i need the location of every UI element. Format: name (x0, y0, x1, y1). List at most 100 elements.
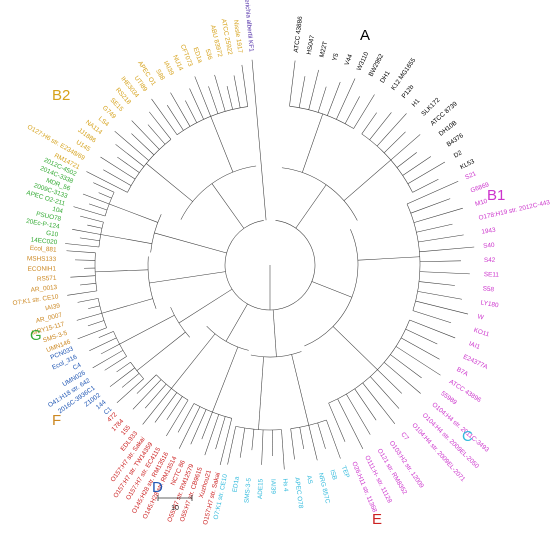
leaf-branch-c-5 (281, 429, 285, 470)
clade-g-base-arc (150, 214, 162, 253)
leaf-label-a-4: V44 (344, 53, 355, 67)
leaf-label-g-1: G10 (46, 230, 59, 239)
leaf-branch-b1-2 (413, 207, 463, 223)
leaf-branch-b1-15 (395, 346, 441, 376)
leaf-label-c-6: IAI39 (269, 479, 276, 494)
leaf-branch-a-2 (308, 69, 319, 110)
leaf-branch-e-2 (204, 414, 220, 456)
leaf-branch-b1-14 (400, 337, 440, 360)
clade-label-g: G (30, 327, 42, 344)
leaf-label-a-16: KL53 (459, 158, 476, 171)
leaf-label-b1-12: IAI1 (468, 340, 482, 351)
leaf-branch-b2-13 (185, 100, 197, 123)
leaf-branch-a-11 (383, 131, 406, 154)
leaf-label-f-6: AR_0013 (30, 284, 58, 294)
leaf-branch-a-7 (353, 94, 375, 129)
clade-c-stem (272, 309, 277, 357)
clade-f-sub0-stem (101, 298, 153, 314)
leaf-branch-f-6 (80, 283, 96, 286)
outgroup-branch (251, 59, 267, 221)
leaf-branch-b1-6 (419, 260, 461, 263)
leaf-branch-b1-22 (346, 393, 371, 435)
clade-c-sub0-stem (291, 354, 310, 426)
leaf-branch-b1-23 (337, 398, 364, 450)
leaf-label-b1-9: LY180 (480, 299, 499, 309)
clade-d-stem (178, 288, 233, 324)
clade-e-sub1-stem (171, 333, 216, 389)
leaf-label-g-4: 104 (52, 206, 65, 216)
leaf-branch-a-16 (412, 178, 439, 193)
leaf-branch-b1-12 (409, 319, 456, 339)
leaf-label-b1-7: SE11 (484, 271, 500, 279)
leaf-label-b1-0: S21 (464, 170, 478, 181)
leaf-branch-a-3 (317, 86, 327, 113)
clade-g-sub0-stem (100, 234, 152, 244)
leaf-branch-b2-7 (131, 120, 160, 150)
leaf-branch-d-5 (92, 350, 124, 369)
leaf-branch-d-0 (116, 378, 144, 404)
leaf-label-b1-21: O103:H2 str. 12009 (388, 440, 425, 490)
clade-b2-sub0-arc (127, 139, 172, 193)
clade-b2-stem (211, 183, 245, 229)
clade-label-d: D (152, 479, 163, 496)
leaf-branch-b2-19 (233, 75, 241, 108)
leaf-branch-e-8 (166, 396, 183, 420)
leaf-label-b2-20: Nissle 1917 (232, 20, 244, 54)
leaf-branch-b1-11 (412, 310, 452, 324)
leaf-branch-a-9 (369, 112, 392, 140)
clade-b1-base-arc (304, 229, 359, 347)
leaf-branch-b1-3 (416, 223, 453, 233)
leaf-branch-f-3 (88, 305, 100, 309)
leaf-branch-b1-4 (418, 234, 464, 243)
leaf-label-c-2: NRG 857C (317, 472, 331, 504)
leaf-branch-d-1 (121, 373, 140, 388)
leaf-branch-b1-10 (415, 300, 469, 315)
root-arc (224, 220, 316, 311)
leaf-label-b1-5: S40 (483, 242, 495, 250)
leaf-label-a-14: B4376 (446, 132, 466, 148)
leaf-branch-b2-12 (170, 92, 191, 127)
leaf-label-b2-12: S88 (154, 68, 166, 82)
leaf-branch-b1-16 (390, 354, 422, 379)
clade-a-sub0-arc (289, 105, 354, 129)
leaf-label-d-6: C4 (72, 362, 83, 372)
leaf-branch-b2-5 (114, 130, 149, 161)
leaf-label-c-1: ISB (328, 469, 338, 481)
leaf-branch-e-1 (215, 416, 226, 450)
leaf-branch-b1-5 (419, 246, 475, 253)
leaf-branch-b2-4 (115, 144, 145, 167)
leaf-branch-c-0 (326, 419, 341, 459)
leaf-label-f-8: ECONIH1 (28, 265, 57, 273)
outgroup-label: Escherichia albertii KF1 (242, 0, 255, 53)
leaf-label-f-10: Ecol_881 (30, 245, 58, 254)
leaf-branch-b2-20 (241, 64, 249, 107)
leaf-branch-e-12 (132, 379, 162, 410)
leaf-branch-g-9 (93, 182, 115, 193)
leaf-branch-b2-16 (208, 86, 219, 114)
leaf-branch-b2-3 (117, 156, 140, 173)
leaf-label-b1-20: C7 (399, 431, 410, 442)
leaf-branch-a-8 (361, 112, 377, 135)
clade-e-base-arc (206, 325, 249, 351)
leaf-branch-d-4 (104, 356, 127, 371)
leaf-branch-g-0 (65, 243, 99, 248)
leaf-branch-b1-18 (377, 369, 402, 394)
leaf-branch-a-6 (344, 96, 360, 124)
leaf-label-b1-11: KO11 (473, 327, 491, 339)
leaf-branch-e-6 (177, 403, 195, 433)
clade-b1-sub0-stem (357, 256, 420, 261)
leaf-branch-b2-17 (214, 74, 226, 112)
leaf-label-a-1: HS047 (306, 34, 317, 55)
leaf-label-f-7: RS571 (37, 275, 57, 283)
leaf-branch-b1-8 (419, 281, 455, 286)
leaf-branch-d-2 (109, 367, 135, 387)
leaf-label-a-2: M22T (319, 41, 330, 59)
leaf-branch-b2-14 (189, 88, 204, 120)
clade-d-base-arc (170, 307, 190, 338)
clade-d-sub0-stem (136, 331, 186, 371)
leaf-branch-b1-1 (410, 198, 451, 214)
leaf-label-g-0: 14EC020 (30, 237, 58, 247)
leaf-branch-b1-17 (383, 362, 421, 394)
leaf-label-a-7: DH1 (379, 70, 392, 85)
scale-bar-label: 10 (171, 505, 179, 512)
